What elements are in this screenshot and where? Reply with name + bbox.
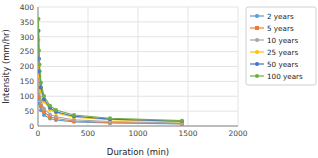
data-layer bbox=[38, 17, 184, 126]
legend-label: 100 years bbox=[267, 72, 303, 81]
x-grid-line bbox=[238, 7, 239, 126]
point bbox=[54, 108, 58, 112]
point bbox=[48, 112, 52, 116]
legend-label: 10 years bbox=[267, 36, 298, 45]
plot-area bbox=[38, 7, 238, 126]
point bbox=[39, 81, 43, 85]
point bbox=[48, 104, 52, 108]
legend-marker bbox=[255, 62, 259, 66]
y-tick-label: 150 bbox=[20, 77, 35, 86]
y-tick-label: 0 bbox=[29, 122, 34, 131]
series bbox=[38, 75, 184, 126]
legend-label: 5 years bbox=[267, 24, 294, 33]
legend-marker bbox=[255, 38, 259, 42]
x-tick-label: 1500 bbox=[178, 129, 197, 138]
x-tick-label: 2000 bbox=[228, 129, 247, 138]
y-tick-label: 200 bbox=[20, 62, 35, 71]
point bbox=[108, 117, 112, 121]
legend-box bbox=[246, 7, 316, 85]
y-tick-label: 50 bbox=[24, 107, 34, 116]
legend-marker bbox=[255, 14, 259, 18]
point bbox=[54, 115, 58, 119]
x-axis-label: Duration (min) bbox=[107, 147, 169, 157]
point bbox=[38, 48, 41, 52]
x-tick-label: 1000 bbox=[128, 129, 147, 138]
x-grid-line bbox=[188, 7, 189, 126]
series-line bbox=[39, 77, 183, 124]
series bbox=[38, 17, 184, 123]
series bbox=[38, 29, 184, 123]
point bbox=[38, 62, 42, 66]
y-tick-label: 300 bbox=[20, 33, 35, 42]
y-grid-line bbox=[38, 126, 238, 127]
grid bbox=[38, 7, 238, 126]
point bbox=[42, 94, 46, 98]
point bbox=[180, 119, 184, 123]
point bbox=[38, 63, 41, 67]
legend: 2 years 5 years 10 years 25 years 50 years 10… bbox=[246, 7, 316, 85]
x-axis-line bbox=[38, 126, 238, 127]
y-axis-label: Intensity (mm/hr) bbox=[1, 29, 11, 104]
y-tick-label: 350 bbox=[20, 18, 35, 27]
x-tick-label: 500 bbox=[81, 129, 96, 138]
x-tick-label: 0 bbox=[36, 129, 41, 138]
chart: 0 50 100 150 200 250 300 350 400 0 500 1000 1500 2000… bbox=[0, 0, 318, 158]
series-line bbox=[39, 31, 183, 121]
point bbox=[108, 116, 112, 120]
y-tick-label: 100 bbox=[20, 92, 35, 101]
legend-label: 50 years bbox=[267, 60, 298, 69]
legend-marker bbox=[255, 50, 259, 54]
legend-label: 25 years bbox=[267, 48, 298, 57]
legend-marker bbox=[255, 74, 259, 78]
point bbox=[42, 107, 46, 111]
y-tick-label: 400 bbox=[20, 3, 35, 12]
series-line bbox=[39, 87, 183, 124]
y-tick-label: 250 bbox=[20, 47, 35, 56]
series-line bbox=[39, 19, 183, 121]
legend-label: 2 years bbox=[267, 12, 294, 21]
point bbox=[72, 113, 76, 117]
series-line bbox=[39, 40, 183, 122]
point bbox=[180, 119, 184, 123]
series bbox=[38, 63, 184, 125]
legend-marker bbox=[255, 26, 259, 30]
x-grid-line bbox=[138, 7, 139, 126]
x-grid-line bbox=[88, 7, 89, 126]
point bbox=[38, 17, 41, 21]
